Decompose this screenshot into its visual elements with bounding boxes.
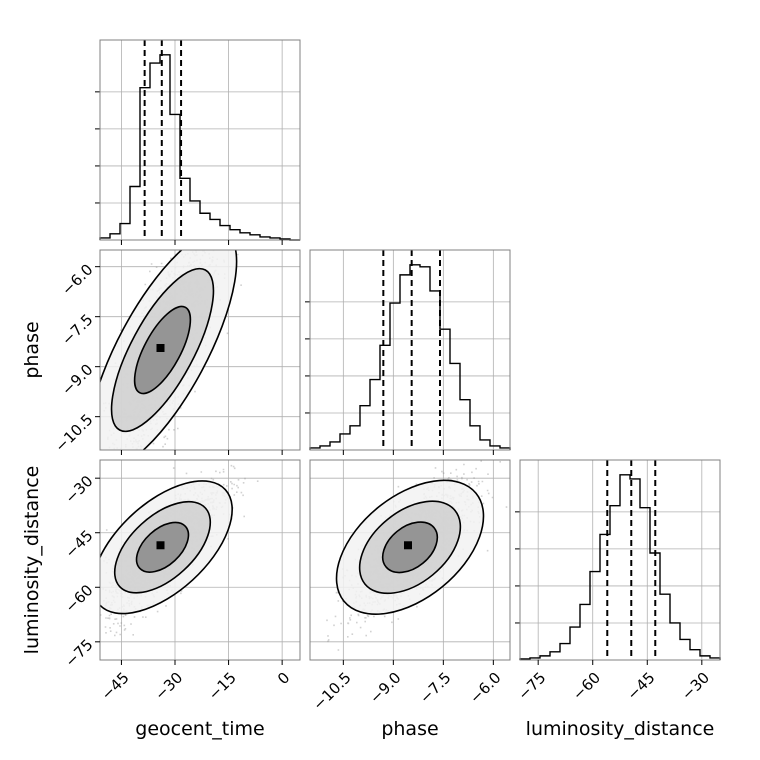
x-tick-label: −30 bbox=[151, 669, 186, 704]
y-axis-title-luminosity_distance: luminosity_distance bbox=[21, 466, 43, 655]
x-tick-label: −45 bbox=[623, 669, 658, 704]
y-axis-title-phase: phase bbox=[21, 321, 43, 378]
x-tick-label: −15 bbox=[205, 669, 240, 704]
y-tick-label: −9.0 bbox=[58, 360, 96, 398]
histogram-phase bbox=[305, 249, 511, 455]
histogram-step bbox=[309, 264, 511, 450]
panel-frame bbox=[309, 459, 511, 661]
x-tick-label: −6.0 bbox=[466, 669, 504, 707]
x-tick-label: −75 bbox=[514, 669, 549, 704]
histogram-step bbox=[99, 54, 300, 241]
y-tick-label: −6.0 bbox=[58, 260, 96, 298]
histogram-step bbox=[519, 474, 721, 660]
density-content bbox=[100, 460, 300, 660]
x-tick-label: −9.0 bbox=[366, 669, 404, 707]
y-tick-label: −60 bbox=[61, 581, 96, 616]
panel-frame bbox=[519, 459, 721, 661]
x-tick-label: −45 bbox=[98, 669, 133, 704]
panel-frame bbox=[99, 39, 301, 241]
x-tick-label: −30 bbox=[678, 669, 713, 704]
density-content bbox=[310, 460, 510, 660]
density-panel-phase-luminosity_distance bbox=[309, 459, 511, 665]
y-tick-label: −75 bbox=[61, 636, 96, 671]
density-peak bbox=[404, 541, 412, 550]
panel-frame bbox=[99, 459, 301, 661]
y-tick-label: −10.5 bbox=[51, 410, 96, 455]
panel-frame bbox=[309, 249, 511, 451]
density-peak bbox=[156, 344, 165, 352]
x-axis-title-luminosity_distance: luminosity_distance bbox=[526, 718, 715, 740]
y-tick-label: −7.5 bbox=[58, 310, 96, 348]
histogram-geocent_time bbox=[95, 39, 301, 245]
x-tick-label: −60 bbox=[569, 669, 604, 704]
x-tick-label: −10.5 bbox=[309, 669, 354, 714]
histogram-luminosity_distance bbox=[515, 459, 721, 665]
density-panel-geocent_time-phase bbox=[95, 249, 301, 455]
panel-frame bbox=[99, 249, 301, 451]
y-tick-label: −30 bbox=[61, 472, 96, 507]
density-peak bbox=[156, 541, 165, 550]
density-content bbox=[100, 250, 300, 450]
density-panel-geocent_time-luminosity_distance bbox=[95, 459, 301, 665]
x-axis-title-phase: phase bbox=[381, 718, 438, 740]
y-tick-label: −45 bbox=[61, 527, 96, 562]
x-tick-label: 0 bbox=[274, 669, 293, 688]
x-axis-title-geocent_time: geocent_time bbox=[135, 718, 264, 740]
x-tick-label: −7.5 bbox=[416, 669, 454, 707]
